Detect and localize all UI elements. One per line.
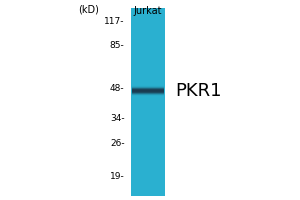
Text: Jurkat: Jurkat	[134, 6, 162, 16]
Bar	[132, 89, 164, 90]
Bar	[132, 86, 164, 87]
Bar	[132, 86, 164, 87]
Bar	[130, 8, 165, 196]
Bar	[132, 91, 164, 92]
Text: 117-: 117-	[104, 17, 124, 25]
Bar	[132, 85, 164, 86]
Bar	[132, 88, 164, 89]
Text: 85-: 85-	[110, 40, 124, 49]
Bar	[132, 90, 164, 91]
Bar	[132, 87, 164, 88]
Bar	[132, 94, 164, 95]
Bar	[132, 87, 164, 88]
Bar	[132, 92, 164, 93]
Text: 26-: 26-	[110, 139, 124, 148]
Text: 19-: 19-	[110, 172, 124, 181]
Text: 48-: 48-	[110, 84, 124, 93]
Bar	[132, 88, 164, 89]
Bar	[132, 93, 164, 94]
Bar	[132, 87, 164, 88]
Text: PKR1: PKR1	[176, 82, 222, 100]
Bar	[132, 90, 164, 91]
Text: (kD): (kD)	[78, 5, 99, 15]
Bar	[132, 90, 164, 91]
Bar	[132, 86, 164, 87]
Bar	[132, 88, 164, 89]
Bar	[132, 95, 164, 96]
Bar	[132, 91, 164, 92]
Bar	[132, 89, 164, 90]
Bar	[132, 94, 164, 95]
Bar	[132, 89, 164, 90]
Bar	[132, 93, 164, 94]
Text: 34-: 34-	[110, 114, 124, 123]
Bar	[132, 92, 164, 93]
